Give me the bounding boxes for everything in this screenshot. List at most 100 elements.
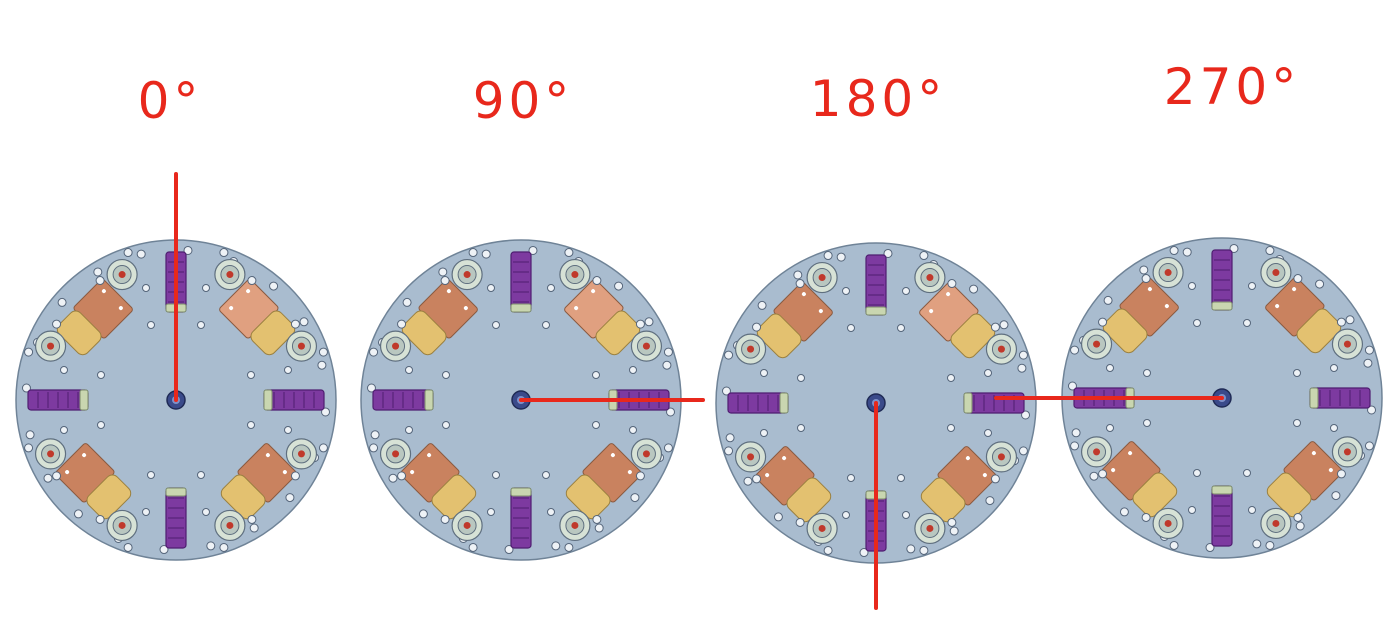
screw-icon — [1018, 350, 1028, 360]
wheel-hub — [79, 389, 89, 411]
screw-icon — [247, 514, 257, 524]
bearing-core — [747, 345, 755, 353]
screw-icon — [614, 281, 624, 291]
screw-icon — [1106, 424, 1114, 432]
pad-hole — [946, 292, 951, 297]
screw-icon — [159, 545, 169, 555]
screw-icon — [136, 249, 146, 259]
screw-icon — [1188, 506, 1196, 514]
screw-icon — [1243, 469, 1251, 477]
screw-icon — [947, 424, 955, 432]
omni-wheel — [165, 487, 187, 549]
screw-icon — [183, 245, 193, 255]
screw-icon — [147, 321, 155, 329]
bearing-core — [571, 271, 579, 279]
screw-icon — [60, 426, 68, 434]
pad-hole — [1128, 451, 1133, 456]
screw-icon — [43, 473, 53, 483]
pad-hole — [1311, 451, 1316, 456]
wheel-hub — [1211, 301, 1233, 311]
screw-icon — [752, 474, 762, 484]
screw-icon — [724, 446, 734, 456]
screw-icon — [219, 542, 229, 552]
screw-icon — [919, 251, 929, 261]
screw-icon — [594, 523, 604, 533]
screw-icon — [468, 248, 478, 258]
bearing-core — [1093, 340, 1101, 348]
screw-icon — [21, 383, 31, 393]
bearing-core — [1164, 269, 1172, 277]
screw-icon — [773, 512, 783, 522]
omni-wheel — [510, 251, 532, 313]
pad-group — [1102, 277, 1179, 354]
screw-icon — [402, 297, 412, 307]
screw-icon — [369, 443, 379, 453]
screw-icon — [269, 281, 279, 291]
screw-icon — [592, 514, 602, 524]
screw-icon — [1071, 428, 1081, 438]
screw-icon — [442, 421, 450, 429]
wheel-hub — [865, 306, 887, 316]
yellow-pad — [401, 310, 447, 356]
pad-hole — [574, 306, 579, 311]
screw-icon — [97, 421, 105, 429]
screw-icon — [842, 511, 850, 519]
screw-icon — [969, 284, 979, 294]
pad-hole — [446, 289, 451, 294]
screw-icon — [1345, 315, 1355, 325]
bearing-core — [818, 524, 826, 532]
screw-icon — [219, 248, 229, 258]
screw-icon — [487, 284, 495, 292]
pad-group — [1101, 441, 1178, 518]
screw-icon — [247, 421, 255, 429]
pad-group — [756, 282, 833, 359]
screw-icon — [1018, 446, 1028, 456]
pad-hole — [1111, 468, 1116, 473]
screw-icon — [1098, 469, 1108, 479]
screw-icon — [397, 319, 407, 329]
screw-icon — [743, 476, 753, 486]
bearing-core — [226, 271, 234, 279]
omni-wheel — [510, 487, 532, 549]
pad-hole — [929, 309, 934, 314]
wheel-hub — [510, 487, 532, 497]
pad-hole — [65, 470, 70, 475]
screw-icon — [547, 284, 555, 292]
screw-icon — [247, 276, 257, 286]
screw-icon — [142, 284, 150, 292]
screw-icon — [1293, 512, 1303, 522]
yellow-pad — [1296, 308, 1342, 354]
screw-icon — [1193, 319, 1201, 327]
screw-icon — [662, 360, 672, 370]
yellow-pad — [756, 313, 802, 359]
screw-icon — [1169, 540, 1179, 550]
angle-label-90: 90° — [473, 72, 574, 130]
bearing-core — [118, 521, 126, 529]
screw-icon — [629, 366, 637, 374]
angle-label-180: 180° — [810, 70, 946, 128]
wheel-hub — [1211, 485, 1233, 495]
bearing-core — [297, 450, 305, 458]
screw-icon — [947, 517, 957, 527]
pad-hole — [229, 306, 234, 311]
bearing-core — [926, 524, 934, 532]
wheel-hub — [779, 392, 789, 414]
screw-icon — [366, 383, 376, 393]
pad-hole — [118, 306, 123, 311]
screw-icon — [883, 248, 893, 258]
screw-icon — [440, 514, 450, 524]
screw-icon — [1248, 506, 1256, 514]
screw-icon — [317, 360, 327, 370]
screw-icon — [206, 541, 216, 551]
screw-icon — [321, 407, 331, 417]
screw-icon — [760, 369, 768, 377]
yellow-pad — [595, 310, 641, 356]
screw-icon — [405, 426, 413, 434]
bearing-core — [1093, 448, 1101, 456]
screw-icon — [290, 471, 300, 481]
bearing-core — [463, 271, 471, 279]
yellow-pad — [250, 310, 296, 356]
screw-icon — [1103, 295, 1113, 305]
bearing-core — [1272, 269, 1280, 277]
